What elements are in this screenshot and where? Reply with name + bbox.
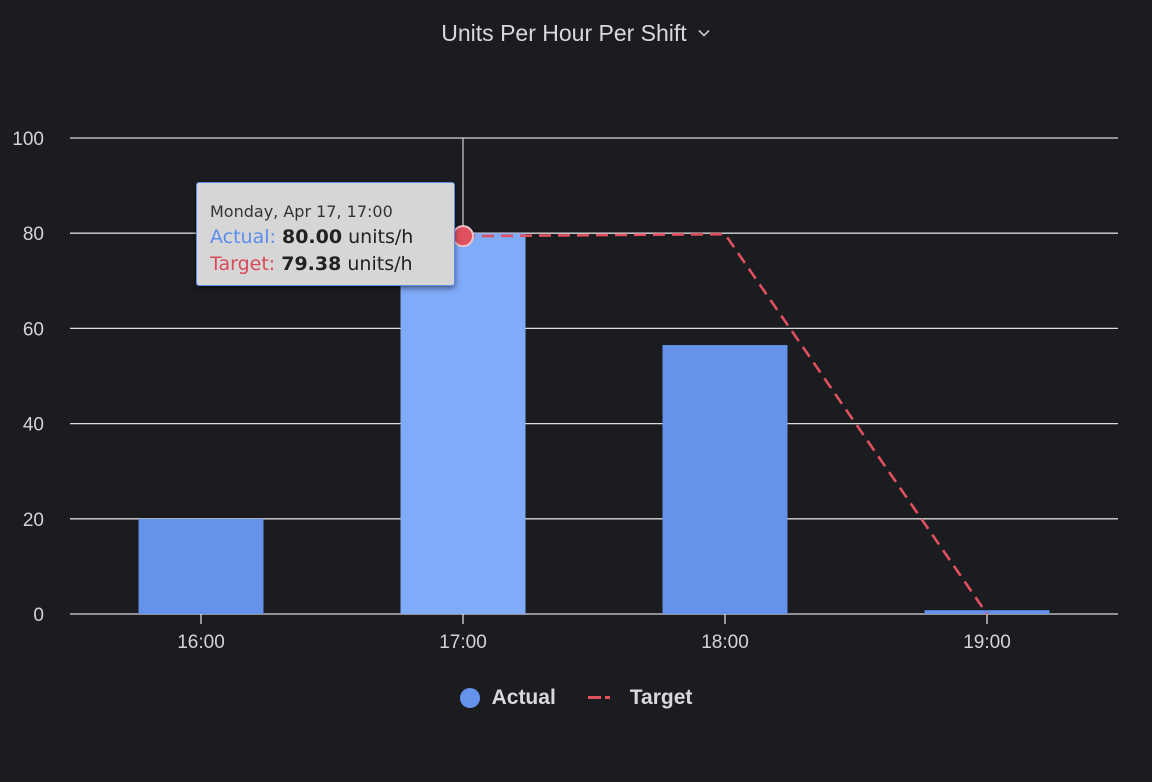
chevron-down-icon: [698, 29, 710, 37]
y-tick-label: 60: [23, 319, 44, 340]
bars-actual[interactable]: [138, 233, 1050, 614]
panel-title: Units Per Hour Per Shift: [441, 19, 687, 46]
y-tick-label: 80: [23, 224, 44, 245]
tooltip-actual-row: Actual: 80.00 units/h: [210, 224, 454, 251]
panel-title-menu[interactable]: Units Per Hour Per Shift: [441, 20, 710, 47]
chart-legend: Actual Target: [0, 686, 1152, 710]
tooltip-target-value: 79.38: [281, 253, 342, 275]
tooltip-actual-unit: units/h: [348, 226, 414, 248]
panel-header: Units Per Hour Per Shift: [0, 0, 1152, 66]
x-tick-label: 17:00: [439, 632, 487, 653]
y-tick-label: 20: [23, 510, 44, 531]
target-line-path[interactable]: [462, 232, 989, 615]
y-tick-label: 40: [23, 415, 44, 436]
bar-actual-16:00[interactable]: [138, 518, 264, 614]
legend-dash-icon: [587, 696, 618, 700]
tooltip-actual-value: 80.00: [281, 226, 343, 248]
chart-tooltip: Monday, Apr 17, 17:00 Actual: 80.00 unit…: [196, 182, 455, 286]
legend-circle-icon: [459, 688, 480, 708]
legend-label-actual: Actual: [491, 686, 556, 709]
y-tick-label: 100: [12, 129, 44, 150]
target-point-marker[interactable]: [452, 225, 474, 248]
y-tick-label: 0: [33, 605, 44, 626]
x-axis: 16:00 17:00 18:00 19:00: [177, 614, 1011, 653]
tooltip-target-label: Target:: [210, 253, 276, 275]
legend-item-actual[interactable]: Actual: [459, 686, 556, 710]
x-tick-label: 18:00: [701, 632, 749, 653]
tooltip-date: Monday, Apr 17, 17:00: [210, 202, 393, 221]
y-axis: 0 20 40 60 80 100: [12, 129, 44, 626]
x-tick-label: 16:00: [177, 632, 225, 653]
legend-item-target[interactable]: Target: [587, 686, 693, 710]
bar-actual-17:00[interactable]: [400, 233, 526, 614]
bar-actual-18:00[interactable]: [662, 345, 788, 614]
tooltip-target-row: Target: 79.38 units/h: [210, 251, 454, 278]
x-tick-label: 19:00: [963, 632, 1011, 653]
tooltip-actual-label: Actual:: [210, 226, 276, 248]
legend-label-target: Target: [629, 686, 693, 709]
tooltip-target-unit: units/h: [347, 253, 413, 275]
bar-actual-19:00[interactable]: [924, 610, 1050, 614]
